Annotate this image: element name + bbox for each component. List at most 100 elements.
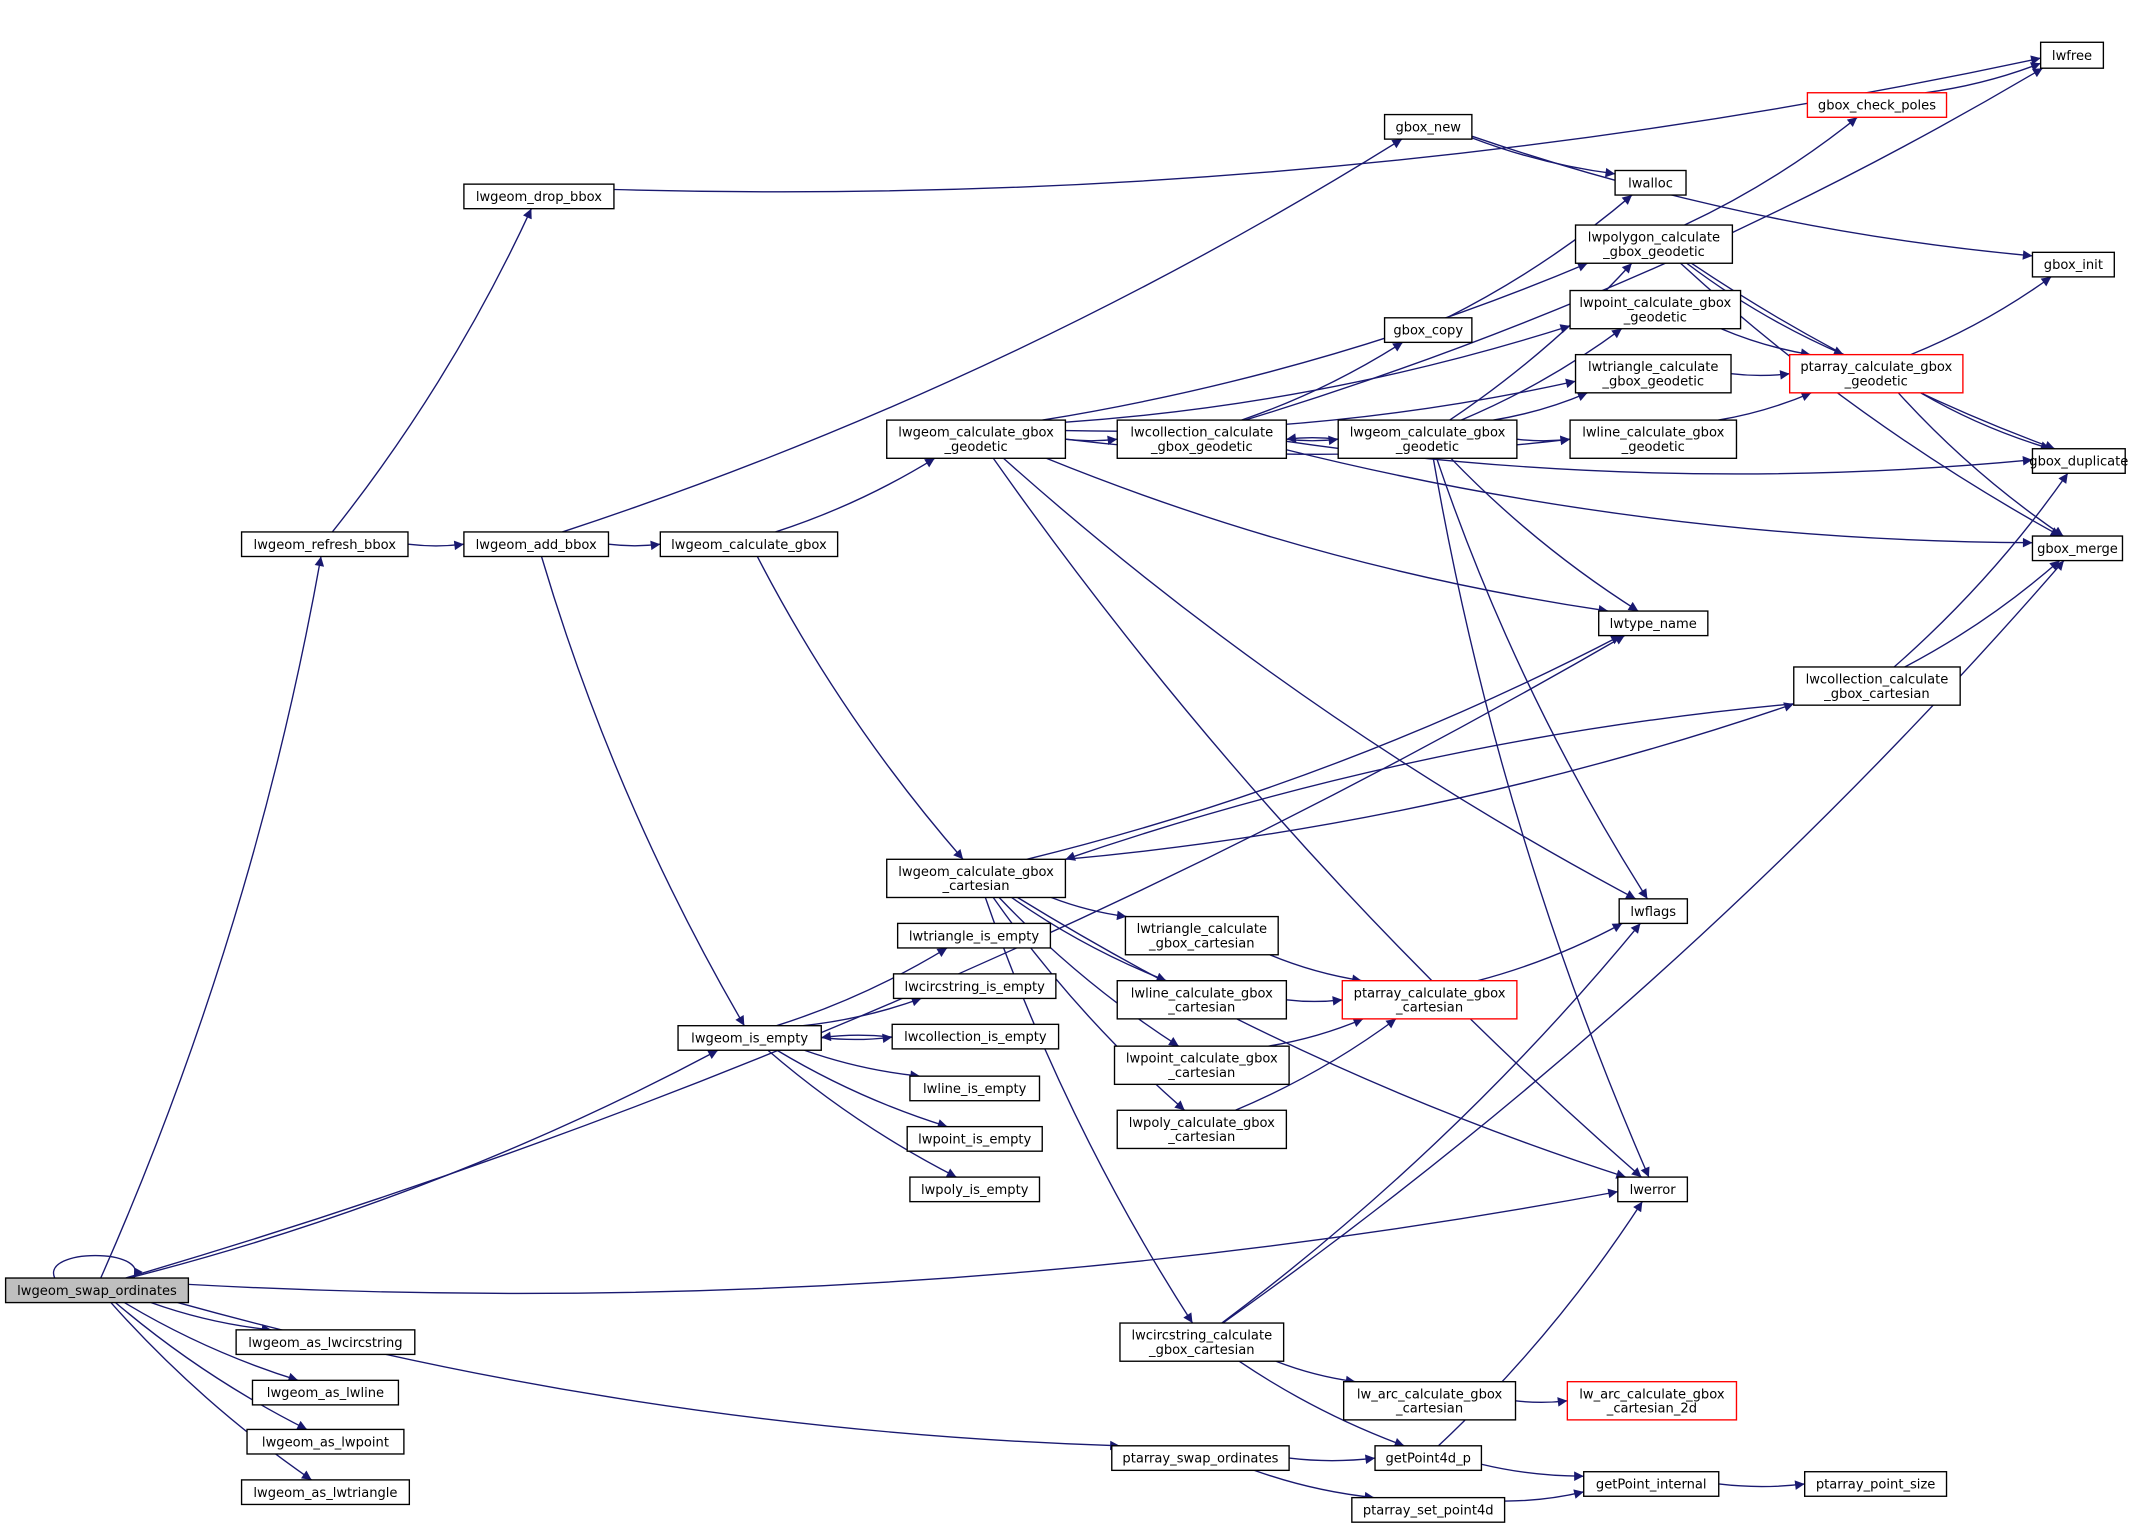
node-label: lwcollection_calculate xyxy=(1806,673,1949,688)
edge xyxy=(1026,635,1621,860)
node-gbox-init[interactable]: gbox_init xyxy=(2031,251,2115,278)
edge xyxy=(1720,328,1811,358)
node-lwtriangle-is-empty[interactable]: lwtriangle_is_empty xyxy=(896,922,1052,949)
edge xyxy=(1241,341,1404,421)
edge xyxy=(1920,392,2051,451)
node-lwfree[interactable]: lwfree xyxy=(2039,41,2105,69)
node-label: lwgeom_as_lwtriangle xyxy=(253,1486,397,1501)
node-box xyxy=(4,1277,190,1304)
edge xyxy=(1449,262,1633,421)
node-ptarray-calculate-gbox-geodetic[interactable]: ptarray_calculate_gbox_geodetic xyxy=(1788,353,1964,394)
node-ptarray-set-point4d[interactable]: ptarray_set_point4d xyxy=(1351,1496,1506,1523)
node-label: lwtype_name xyxy=(1610,617,1697,632)
node-lwcollection-is-empty[interactable]: lwcollection_is_empty xyxy=(891,1023,1060,1050)
node-box xyxy=(677,1025,822,1051)
node-lwpoint-is-empty[interactable]: lwpoint_is_empty xyxy=(906,1125,1043,1152)
node-getpoint4d-p[interactable]: getPoint4d_p xyxy=(1374,1445,1483,1472)
node-label: _gbox_geodetic xyxy=(1602,245,1705,260)
node-ptarray-calculate-gbox-cartesian[interactable]: ptarray_calculate_gbox_cartesian xyxy=(1341,980,1518,1020)
node-lwgeom-calculate-gbox-cartesian[interactable]: lwgeom_calculate_gbox_cartesian xyxy=(886,858,1067,899)
node-box xyxy=(2039,41,2105,69)
node-lwgeom-as-lwpoint[interactable]: lwgeom_as_lwpoint xyxy=(246,1428,405,1455)
edge xyxy=(1718,392,1812,421)
node-lwtriangle-calculate-gbox-cartesian[interactable]: lwtriangle_calculate_gbox_cartesian xyxy=(1124,915,1279,956)
edge xyxy=(804,1049,921,1080)
node-label: lwgeom_drop_bbox xyxy=(476,190,602,205)
node-box xyxy=(1351,1496,1506,1523)
node-lwgeom-drop-bbox[interactable]: lwgeom_drop_bbox xyxy=(463,183,615,210)
node-box xyxy=(1342,1381,1517,1421)
node-lwcircstring-is-empty[interactable]: lwcircstring_is_empty xyxy=(892,973,1057,1000)
node-label: ptarray_calculate_gbox xyxy=(1354,986,1506,1001)
node-lwpoly-is-empty[interactable]: lwpoly_is_empty xyxy=(909,1176,1041,1203)
node-lwpolygon-calculate-gbox-geodetic[interactable]: lwpolygon_calculate_gbox_geodetic xyxy=(1574,224,1734,264)
node-label: _gbox_geodetic xyxy=(1150,440,1253,455)
node-lwline-calculate-gbox-cartesian[interactable]: lwline_calculate_gbox_cartesian xyxy=(1116,980,1288,1020)
node-lwpoint-calculate-gbox-geodetic[interactable]: lwpoint_calculate_gbox_geodetic xyxy=(1569,289,1742,330)
node-gbox-check-poles[interactable]: gbox_check_poles xyxy=(1806,92,1948,118)
node-label: lwflags xyxy=(1630,905,1676,920)
edge xyxy=(562,138,1403,533)
node-gbox-merge[interactable]: gbox_merge xyxy=(2031,535,2124,562)
node-box xyxy=(1618,898,1689,925)
node-box xyxy=(1574,353,1732,394)
node-lwflags[interactable]: lwflags xyxy=(1618,898,1689,925)
node-lwalloc[interactable]: lwalloc xyxy=(1614,169,1687,196)
edge xyxy=(150,1301,272,1334)
node-label: getPoint_internal xyxy=(1596,1478,1707,1493)
node-box xyxy=(1598,610,1709,637)
node-lwgeom-calculate-gbox[interactable]: lwgeom_calculate_gbox xyxy=(659,531,839,558)
node-box xyxy=(1124,915,1279,956)
node-label: _geodetic xyxy=(943,440,1007,455)
node-box xyxy=(2031,251,2115,278)
node-lwgeom-add-bbox[interactable]: lwgeom_add_bbox xyxy=(463,531,610,558)
node-box xyxy=(246,1428,405,1455)
node-lwgeom-calculate-gbox-geodetic[interactable]: lwgeom_calculate_gbox_geodetic xyxy=(1337,419,1518,459)
node-ptarray-point-size[interactable]: ptarray_point_size xyxy=(1803,1471,1948,1497)
node-lwgeom-is-empty[interactable]: lwgeom_is_empty xyxy=(677,1025,822,1051)
node-lwcircstring-calculate-gbox-cartesian[interactable]: lwcircstring_calculate_gbox_cartesian xyxy=(1119,1322,1285,1362)
node-box xyxy=(896,922,1052,949)
node-lwgeom-swap-ordinates[interactable]: lwgeom_swap_ordinates xyxy=(4,1277,190,1304)
node-box xyxy=(1793,666,1961,706)
node-lwgeom-refresh-bbox[interactable]: lwgeom_refresh_bbox xyxy=(240,531,409,558)
node-label: lw_arc_calculate_gbox xyxy=(1357,1387,1503,1402)
node-lwline-calculate-gbox-geodetic[interactable]: lwline_calculate_gbox_geodetic xyxy=(1569,419,1738,459)
node-label: lw_arc_calculate_gbox xyxy=(1579,1387,1725,1402)
node-label: lwgeom_calculate_gbox xyxy=(671,538,827,553)
node-lw-arc-calculate-gbox-cartesian[interactable]: lw_arc_calculate_gbox_cartesian xyxy=(1342,1381,1517,1421)
node-lwgeom-calculate-gbox-geodetic[interactable]: lwgeom_calculate_gbox_geodetic xyxy=(886,419,1067,459)
node-gbox-duplicate[interactable]: gbox_duplicate xyxy=(2029,448,2128,474)
node-getpoint-internal[interactable]: getPoint_internal xyxy=(1583,1471,1720,1497)
node-box xyxy=(909,1075,1041,1102)
node-label: _cartesian xyxy=(1395,1001,1463,1016)
node-lwline-is-empty[interactable]: lwline_is_empty xyxy=(909,1075,1041,1102)
node-lwpoly-calculate-gbox-cartesian[interactable]: lwpoly_calculate_gbox_cartesian xyxy=(1116,1109,1288,1150)
edge xyxy=(100,556,325,1279)
node-label: lwpoly_calculate_gbox xyxy=(1129,1116,1275,1131)
node-lwtype-name[interactable]: lwtype_name xyxy=(1598,610,1709,637)
node-lwtriangle-calculate-gbox-geodetic[interactable]: lwtriangle_calculate_gbox_geodetic xyxy=(1574,353,1732,394)
node-lwpoint-calculate-gbox-cartesian[interactable]: lwpoint_calculate_gbox_cartesian xyxy=(1113,1045,1290,1086)
node-lw-arc-calculate-gbox-cartesian-2d[interactable]: lw_arc_calculate_gbox_cartesian_2d xyxy=(1566,1381,1738,1421)
edge xyxy=(1897,392,2064,537)
node-label: getPoint4d_p xyxy=(1386,1452,1471,1467)
node-lwgeom-as-lwline[interactable]: lwgeom_as_lwline xyxy=(251,1379,400,1406)
node-box xyxy=(1116,419,1288,459)
node-ptarray-swap-ordinates[interactable]: ptarray_swap_ordinates xyxy=(1111,1445,1290,1472)
node-lwerror[interactable]: lwerror xyxy=(1617,1176,1689,1203)
node-gbox-copy[interactable]: gbox_copy xyxy=(1383,317,1473,344)
node-box xyxy=(1566,1381,1738,1421)
node-lwcollection-calculate-gbox-geodetic[interactable]: lwcollection_calculate_gbox_geodetic xyxy=(1116,419,1288,459)
node-lwgeom-as-lwtriangle[interactable]: lwgeom_as_lwtriangle xyxy=(240,1479,411,1506)
node-label: _gbox_cartesian xyxy=(1823,687,1930,702)
edge xyxy=(821,1031,893,1042)
node-lwcollection-calculate-gbox-cartesian[interactable]: lwcollection_calculate_gbox_cartesian xyxy=(1793,666,1961,706)
edge xyxy=(1924,62,2041,94)
node-label: _geodetic xyxy=(1844,375,1908,390)
node-lwgeom-as-lwcircstring[interactable]: lwgeom_as_lwcircstring xyxy=(235,1329,416,1356)
node-gbox-new[interactable]: gbox_new xyxy=(1383,113,1473,140)
edge xyxy=(52,1254,143,1279)
node-label: ptarray_calculate_gbox xyxy=(1800,360,1952,375)
node-box xyxy=(1111,1445,1290,1472)
